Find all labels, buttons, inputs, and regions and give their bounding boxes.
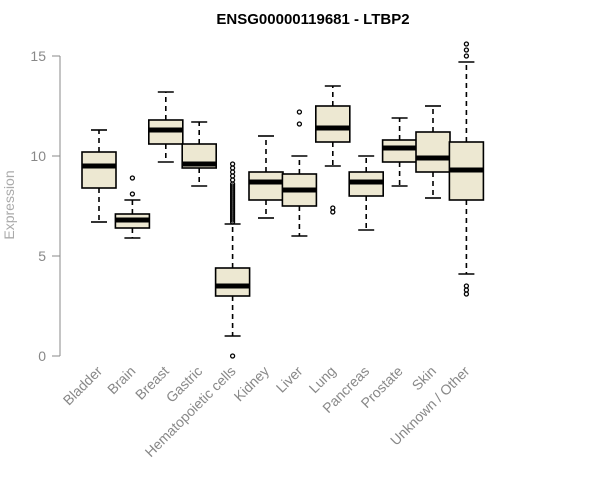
box-lung	[314, 85, 351, 215]
box-iqr	[381, 139, 418, 163]
outlier-point	[229, 161, 236, 167]
box-prostate	[381, 117, 418, 187]
outlier-point	[463, 53, 470, 59]
box-unknown-other	[448, 41, 485, 297]
box-brain	[114, 175, 151, 239]
outlier-point	[463, 41, 470, 47]
box-gastric	[181, 121, 217, 187]
outlier-point	[463, 47, 470, 53]
box-kidney	[248, 135, 284, 219]
outlier-point	[296, 109, 303, 115]
y-axis: 0 5 10 15	[30, 48, 61, 364]
box-liver	[281, 109, 318, 237]
y-axis-label: Expression	[1, 170, 17, 239]
outlier-point	[129, 191, 136, 197]
box-iqr	[415, 131, 451, 173]
box-skin	[415, 105, 451, 199]
box-iqr	[314, 105, 351, 143]
outlier-point	[229, 183, 236, 189]
x-tick-label: Bladder	[60, 363, 106, 409]
outlier-point	[296, 121, 303, 127]
y-tick-label: 0	[38, 348, 46, 364]
box-series	[81, 41, 485, 359]
y-tick-label: 15	[30, 48, 46, 64]
box-pancreas	[348, 155, 385, 231]
y-tick-label: 5	[38, 248, 46, 264]
box-hematopoietic-cells	[214, 161, 251, 359]
box-iqr	[248, 171, 284, 201]
outlier-point	[330, 205, 336, 211]
outlier-point	[463, 283, 470, 289]
box-bladder	[81, 129, 117, 223]
x-tick-label: Kidney	[231, 363, 273, 405]
box-iqr	[81, 151, 117, 189]
y-tick-label: 10	[30, 148, 46, 164]
box-breast	[148, 91, 184, 163]
outlier-point	[129, 175, 136, 181]
box-iqr	[214, 267, 251, 297]
x-tick-label: Liver	[273, 363, 306, 396]
outlier-point	[229, 353, 236, 359]
chart-title: ENSG00000119681 - LTBP2	[216, 11, 409, 28]
